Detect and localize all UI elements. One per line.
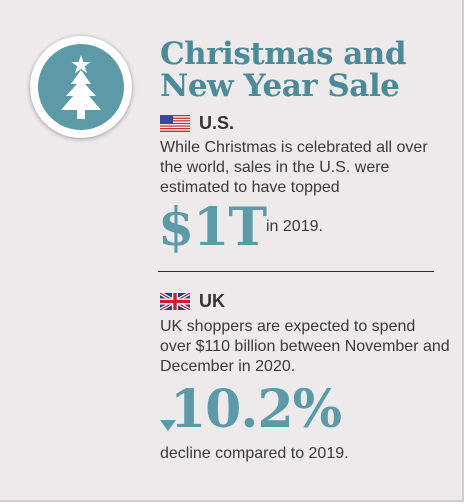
uk-stat-value: 10.2% bbox=[170, 379, 342, 440]
us-flag-icon bbox=[160, 115, 190, 132]
tree-badge bbox=[30, 36, 132, 138]
us-heading: U.S. bbox=[160, 113, 234, 134]
uk-label: UK bbox=[199, 291, 225, 311]
uk-flag-icon bbox=[160, 293, 190, 310]
christmas-tree-icon bbox=[38, 44, 124, 130]
us-label: U.S. bbox=[199, 113, 235, 133]
uk-description: UK shoppers are expected to spend over $… bbox=[160, 318, 450, 375]
page-title: Christmas and New Year Sale bbox=[160, 36, 407, 104]
us-description: While Christmas is celebrated all over t… bbox=[160, 139, 428, 196]
uk-heading: UK bbox=[160, 291, 225, 312]
section-divider bbox=[158, 271, 434, 272]
down-arrow-icon bbox=[160, 420, 176, 431]
us-stat-year: in 2019. bbox=[266, 218, 323, 235]
uk-stat-description: decline compared to 2019. bbox=[160, 445, 349, 462]
us-stat-value: $1T bbox=[158, 197, 267, 258]
